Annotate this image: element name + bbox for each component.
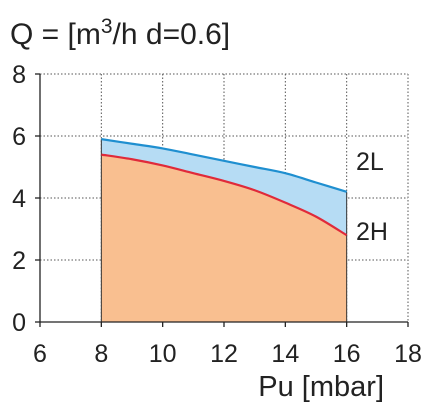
y-tick-label-2: 2 <box>12 247 26 275</box>
x-tick-label-14: 14 <box>271 340 299 368</box>
title-suffix: /h d=0.6] <box>113 18 231 51</box>
x-tick-label-12: 12 <box>210 340 238 368</box>
x-axis-label: Pu [mbar] <box>258 371 384 403</box>
title-superscript: 3 <box>101 15 113 38</box>
y-tick-label-8: 8 <box>12 61 26 89</box>
y-tick-label-4: 4 <box>12 185 26 213</box>
title-prefix: Q = [m <box>10 18 101 51</box>
x-tick-label-8: 8 <box>94 340 108 368</box>
areas <box>101 139 346 322</box>
series-label-2h: 2H <box>356 218 388 246</box>
x-tick-label-16: 16 <box>333 340 361 368</box>
x-tick-label-10: 10 <box>149 340 177 368</box>
chart-title: Q = [m3/h d=0.6] <box>10 15 230 51</box>
x-tick-label-18: 18 <box>394 340 422 368</box>
y-tick-label-6: 6 <box>12 123 26 151</box>
series-label-2l: 2L <box>356 148 384 176</box>
x-tick-label-6: 6 <box>33 340 47 368</box>
y-tick-label-0: 0 <box>12 309 26 337</box>
